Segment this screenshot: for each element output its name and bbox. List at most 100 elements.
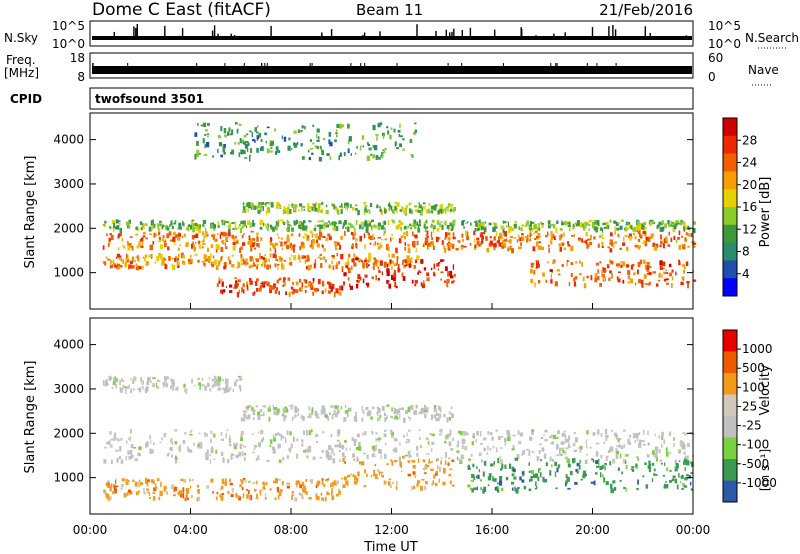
- data-cell: [413, 219, 417, 223]
- data-cell: [216, 283, 219, 287]
- data-cell: [687, 245, 690, 248]
- data-cell: [386, 268, 390, 272]
- data-cell: [385, 244, 389, 247]
- data-cell: [243, 445, 247, 448]
- data-cell: [220, 154, 223, 158]
- data-cell: [452, 484, 455, 487]
- data-cell: [394, 141, 396, 147]
- data-cell: [318, 203, 321, 209]
- data-cell: [591, 458, 594, 461]
- data-cell: [416, 240, 419, 246]
- data-cell: [538, 263, 540, 268]
- data-cell: [320, 145, 322, 150]
- noise-spike: [494, 29, 496, 38]
- data-cell: [405, 441, 409, 444]
- data-cell: [638, 432, 641, 436]
- data-cell: [364, 259, 368, 263]
- noise-spike: [135, 27, 137, 38]
- data-cell: [250, 230, 254, 233]
- data-cell: [498, 240, 500, 244]
- data-cell: [220, 438, 224, 441]
- data-cell: [584, 473, 587, 477]
- data-cell: [672, 223, 675, 226]
- data-cell: [308, 413, 312, 419]
- data-cell: [168, 231, 172, 236]
- data-cell: [408, 416, 410, 419]
- data-cell: [329, 141, 333, 147]
- data-cell: [638, 245, 641, 250]
- data-cell: [610, 483, 613, 489]
- data-cell: [545, 234, 548, 238]
- data-cell: [682, 243, 686, 250]
- data-cell: [602, 237, 605, 240]
- data-cell: [311, 244, 314, 250]
- data-cell: [103, 489, 106, 493]
- data-cell: [265, 482, 268, 485]
- data-cell: [285, 408, 289, 413]
- data-cell: [404, 454, 408, 457]
- data-cell: [338, 285, 342, 291]
- data-cell: [268, 416, 271, 419]
- data-cell: [581, 262, 583, 267]
- data-cell: [372, 265, 375, 270]
- data-cell: [254, 241, 256, 246]
- data-cell: [326, 281, 331, 285]
- data-cell: [321, 450, 325, 453]
- data-cell: [651, 221, 654, 225]
- data-cell: [274, 263, 277, 268]
- frequency-trace-tick: [550, 63, 552, 66]
- data-cell: [486, 452, 489, 455]
- data-cell: [668, 263, 672, 268]
- data-cell: [274, 433, 278, 437]
- data-cell: [658, 221, 662, 226]
- data-cell: [255, 497, 259, 500]
- data-cell: [364, 431, 367, 436]
- data-cell: [180, 494, 182, 498]
- data-cell: [163, 383, 165, 388]
- data-cell: [554, 471, 557, 477]
- data-cell: [491, 436, 494, 441]
- data-cell: [345, 409, 349, 414]
- data-cell: [477, 474, 480, 480]
- data-cell: [240, 437, 243, 441]
- data-cell: [191, 378, 193, 384]
- data-cell: [367, 413, 369, 416]
- data-cell: [461, 221, 465, 226]
- data-cell: [520, 227, 523, 231]
- data-cell: [346, 202, 349, 208]
- data-cell: [331, 495, 335, 501]
- data-cell: [168, 256, 171, 261]
- data-cell: [203, 261, 206, 264]
- data-cell: [398, 456, 401, 463]
- data-cell: [440, 460, 442, 465]
- data-cell: [381, 153, 384, 159]
- data-cell: [240, 149, 244, 155]
- data-cell: [107, 258, 111, 261]
- data-cell: [466, 235, 469, 241]
- data-cell: [249, 205, 253, 209]
- data-cell: [499, 235, 503, 240]
- colorbar-frame: [722, 329, 738, 503]
- data-cell: [151, 449, 154, 454]
- data-cell: [262, 284, 266, 288]
- data-cell: [564, 451, 567, 455]
- data-cell: [260, 282, 263, 285]
- data-cell: [111, 483, 113, 489]
- frequency-trace-tick: [556, 63, 558, 66]
- data-cell: [476, 431, 480, 436]
- data-cell: [306, 265, 309, 270]
- data-cell: [296, 142, 299, 146]
- data-cell: [190, 258, 193, 264]
- data-cell: [185, 227, 189, 231]
- data-cell: [692, 228, 696, 233]
- data-cell: [475, 220, 478, 223]
- data-cell: [280, 237, 283, 240]
- data-cell: [326, 224, 329, 228]
- data-cell: [255, 278, 259, 282]
- data-cell: [402, 138, 405, 141]
- data-cell: [398, 238, 402, 244]
- data-cell: [391, 407, 393, 412]
- data-cell: [283, 416, 286, 422]
- data-cell: [489, 240, 493, 246]
